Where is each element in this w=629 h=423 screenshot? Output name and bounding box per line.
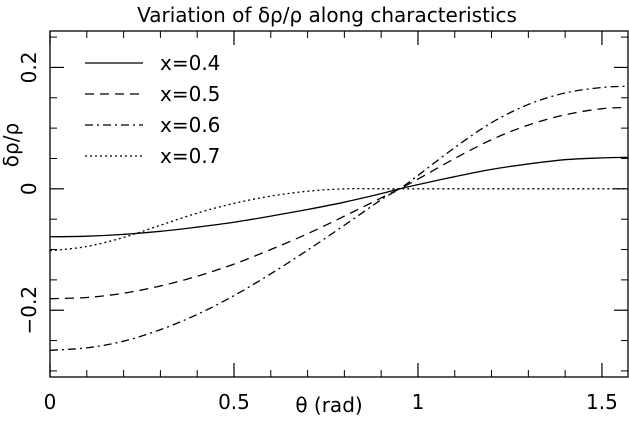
y-tick-label: 0 bbox=[17, 182, 41, 195]
series-line-3 bbox=[49, 85, 629, 351]
x-tick-label: 1 bbox=[412, 390, 425, 414]
x-tick-label: 0 bbox=[44, 390, 57, 414]
series-line-4 bbox=[49, 187, 628, 252]
series-line-2 bbox=[49, 106, 629, 300]
y-tick-label: −0.2 bbox=[17, 286, 41, 335]
plot-frame bbox=[49, 30, 629, 378]
legend-label-3: x=0.6 bbox=[160, 113, 220, 137]
series-line-1 bbox=[49, 156, 629, 238]
x-tick-label: 0.5 bbox=[218, 390, 250, 414]
legend-label-1: x=0.4 bbox=[160, 51, 220, 75]
legend-label-2: x=0.5 bbox=[160, 82, 220, 106]
x-tick-label: 1.5 bbox=[586, 390, 618, 414]
axis-ticks: 0 0.5 1 1.5 −0.2 0 0.2 bbox=[17, 31, 628, 414]
y-tick-label: 0.2 bbox=[17, 52, 41, 84]
y-axis-label: δρ/ρ bbox=[0, 123, 23, 167]
series-lines bbox=[49, 85, 629, 351]
chart-title: Variation of δρ/ρ along characteristics bbox=[137, 3, 517, 27]
x-axis-label: θ (rad) bbox=[295, 393, 362, 417]
legend: x=0.4 x=0.5 x=0.6 x=0.7 bbox=[85, 51, 220, 168]
legend-label-4: x=0.7 bbox=[160, 144, 220, 168]
